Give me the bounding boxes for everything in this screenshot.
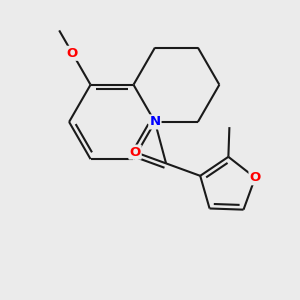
Text: O: O	[250, 171, 261, 184]
Text: O: O	[129, 146, 141, 159]
Text: O: O	[67, 47, 78, 60]
Text: N: N	[149, 116, 161, 128]
